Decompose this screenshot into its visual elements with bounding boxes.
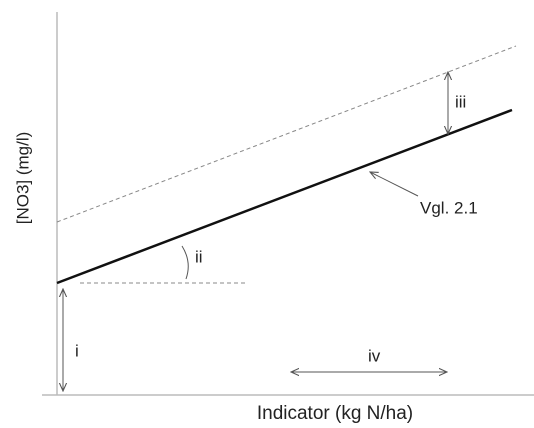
label-i: i <box>75 341 79 360</box>
regression-line <box>56 108 513 285</box>
angle-arc <box>181 245 189 280</box>
y-axis-label: [NO3] (mg/l) <box>13 132 32 225</box>
label-ii: ii <box>195 247 203 266</box>
dashed-line <box>56 45 517 223</box>
x-axis-label: Indicator (kg N/ha) <box>257 403 413 424</box>
label-iii: iii <box>455 92 466 111</box>
label-eq: Vgl. 2.1 <box>420 198 478 217</box>
label-iv: iv <box>368 346 381 365</box>
arrow-eq <box>370 172 419 197</box>
